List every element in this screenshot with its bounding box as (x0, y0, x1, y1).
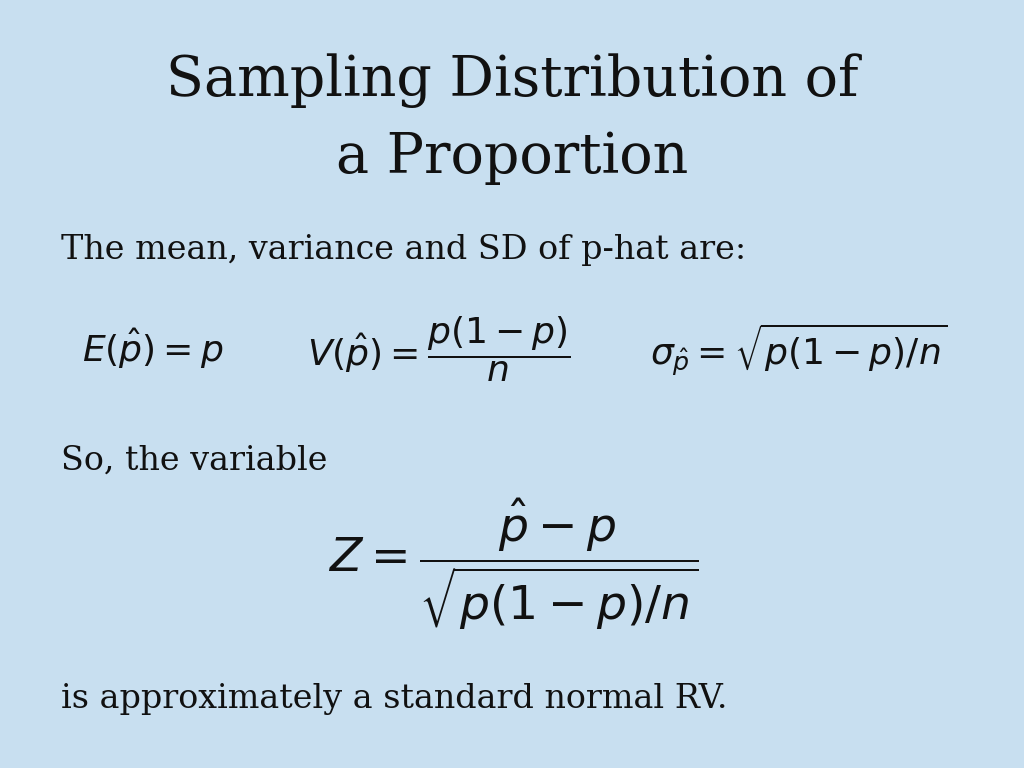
Text: $Z = \dfrac{\hat{p} - p}{\sqrt{p(1-p)/n}}$: $Z = \dfrac{\hat{p} - p}{\sqrt{p(1-p)/n}… (328, 497, 698, 632)
Text: Sampling Distribution of: Sampling Distribution of (166, 53, 858, 108)
Text: $\sigma_{\hat{p}} = \sqrt{p(1-p)/n}$: $\sigma_{\hat{p}} = \sqrt{p(1-p)/n}$ (650, 321, 948, 378)
Text: a Proportion: a Proportion (336, 130, 688, 185)
Text: $E(\hat{p}) = p$: $E(\hat{p}) = p$ (82, 327, 223, 372)
Text: The mean, variance and SD of p-hat are:: The mean, variance and SD of p-hat are: (61, 233, 746, 266)
Text: So, the variable: So, the variable (61, 445, 328, 477)
Text: is approximately a standard normal RV.: is approximately a standard normal RV. (61, 683, 728, 715)
Text: $V(\hat{p}) = \dfrac{p(1-p)}{n}$: $V(\hat{p}) = \dfrac{p(1-p)}{n}$ (307, 315, 570, 384)
